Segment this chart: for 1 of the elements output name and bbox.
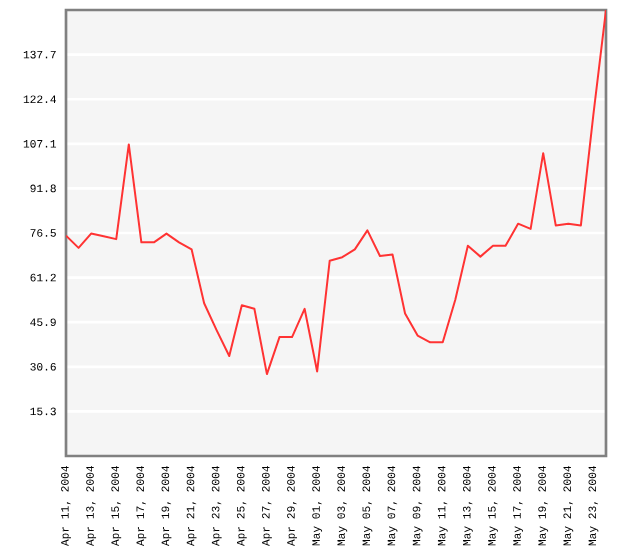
line-series xyxy=(66,10,606,376)
